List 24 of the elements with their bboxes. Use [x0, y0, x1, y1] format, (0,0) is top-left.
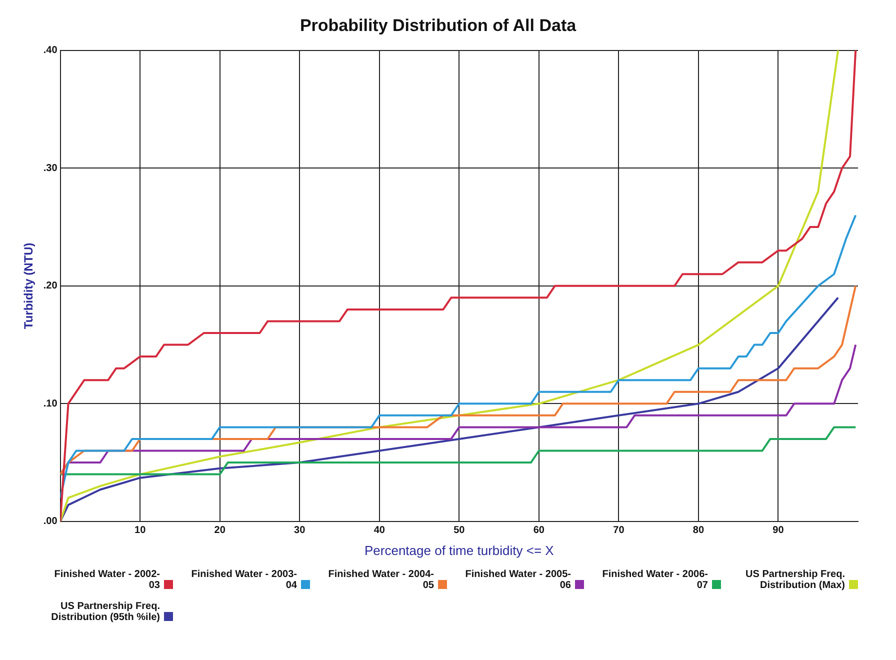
x-tick-label: 40: [374, 525, 386, 536]
chart-title: Probability Distribution of All Data: [300, 16, 577, 35]
y-tick-label: .10: [43, 398, 58, 410]
y-tick-label: .40: [43, 45, 58, 56]
x-tick-label: 80: [692, 525, 704, 536]
x-tick-label: 60: [533, 525, 545, 536]
x-tick-label: 90: [772, 525, 784, 536]
legend-label: Finished Water - 2003-04: [190, 569, 297, 591]
x-tick-label: 50: [454, 525, 466, 536]
x-tick-label: 20: [214, 525, 226, 536]
legend-label: Finished Water - 2006-07: [601, 569, 708, 591]
legend-label: Finished Water - 2004-05: [327, 569, 434, 591]
legend-label: Finished Water - 2005-06: [464, 569, 571, 591]
x-tick-label: 30: [294, 525, 306, 536]
y-axis-title: Turbidity (NTU): [22, 242, 36, 330]
y-tick-label: .00: [43, 516, 58, 528]
x-axis-title: Percentage of time turbidity <= X: [364, 542, 554, 558]
legend-label: US Partnership Freq. Distribution (Max): [744, 569, 845, 591]
y-tick-label: .20: [43, 280, 58, 292]
legend-label: Finished Water - 2002-03: [53, 569, 160, 591]
x-tick-label: 70: [613, 525, 625, 536]
x-tick-label: 10: [134, 525, 146, 536]
legend-label: US Partnership Freq. Distribution (95th %ile): [50, 601, 160, 623]
y-tick-label: .30: [43, 162, 58, 174]
